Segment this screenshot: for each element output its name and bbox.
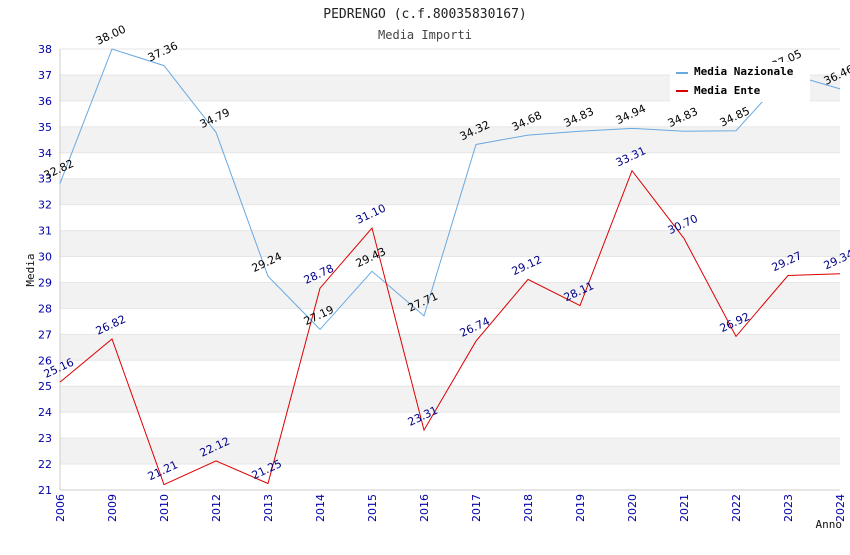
grid-bands: [60, 49, 840, 490]
grid-band: [60, 360, 840, 387]
x-tick-label: 2020: [626, 494, 639, 522]
x-tick-label: 2023: [782, 494, 795, 522]
grid-band: [60, 100, 840, 127]
legend: Media Nazionale Media Ente: [670, 62, 810, 102]
y-tick-label: 34: [38, 147, 52, 160]
x-tick-label: 2021: [678, 494, 691, 522]
series-line-media-nazionale: [59, 48, 841, 331]
data-label: 38.00: [94, 23, 128, 48]
grid-band: [60, 230, 840, 257]
axes: [59, 49, 840, 491]
grid-band: [60, 256, 840, 283]
grid-band: [60, 438, 840, 465]
x-tick-label: 2013: [262, 494, 275, 522]
x-tick-labels: 2006 2009 2010 2012 2013 2014 2015 2016 2017 2018…: [54, 494, 847, 522]
grid-band: [60, 152, 840, 179]
y-axis-label: Media: [24, 253, 37, 286]
y-tick-label: 26: [38, 354, 52, 367]
grid-band: [60, 204, 840, 231]
y-tick-label: 31: [38, 225, 52, 238]
y-tick-label: 28: [38, 302, 52, 315]
x-tick-label: 2022: [730, 494, 743, 522]
y-tick-label: 29: [38, 276, 52, 289]
y-tick-label: 32: [38, 199, 52, 212]
chart-subtitle: Media Importi: [378, 28, 472, 42]
y-tick-labels: 21 22 23 24 25 26 27 28 29 30 31 32 33 34 35 36 37 38: [38, 43, 52, 497]
y-tick-label: 27: [38, 328, 52, 341]
y-tick-label: 36: [38, 95, 52, 108]
series-line-media-ente: [59, 169, 841, 486]
y-tick-label: 25: [38, 380, 52, 393]
y-tick-label: 23: [38, 432, 52, 445]
x-tick-label: 2017: [470, 494, 483, 522]
grid-band: [60, 386, 840, 413]
x-tick-label: 2024: [834, 494, 847, 522]
legend-background: [670, 62, 810, 102]
y-tick-label: 37: [38, 69, 52, 82]
y-tick-label: 22: [38, 458, 52, 471]
grid-band: [60, 412, 840, 439]
y-tick-label: 33: [38, 173, 52, 186]
x-tick-label: 2012: [210, 494, 223, 522]
x-tick-label: 2018: [522, 494, 535, 522]
x-tick-label: 2015: [366, 494, 379, 522]
grid-band: [60, 464, 840, 490]
y-tick-label: 30: [38, 251, 52, 264]
y-tick-label: 35: [38, 121, 52, 134]
legend-entry-media-nazionale: Media Nazionale: [694, 65, 794, 78]
y-tick-label: 24: [38, 406, 52, 419]
grid-band: [60, 282, 840, 309]
grid-lines: [60, 48, 840, 491]
legend-entry-media-ente: Media Ente: [694, 84, 761, 97]
x-tick-label: 2014: [314, 494, 327, 522]
x-tick-label: 2009: [106, 494, 119, 522]
x-axis-label: Anno: [816, 518, 843, 531]
grid-band: [60, 334, 840, 361]
chart-title: PEDRENGO (c.f.80035830167): [323, 7, 527, 22]
grid-band: [60, 178, 840, 205]
x-tick-label: 2016: [418, 494, 431, 522]
grid-band: [60, 308, 840, 335]
series-lines: [59, 48, 841, 486]
y-tick-label: 21: [38, 484, 52, 497]
x-tick-label: 2010: [158, 494, 171, 522]
x-tick-label: 2006: [54, 494, 67, 522]
y-tick-label: 38: [38, 43, 52, 56]
x-tick-label: 2019: [574, 494, 587, 522]
